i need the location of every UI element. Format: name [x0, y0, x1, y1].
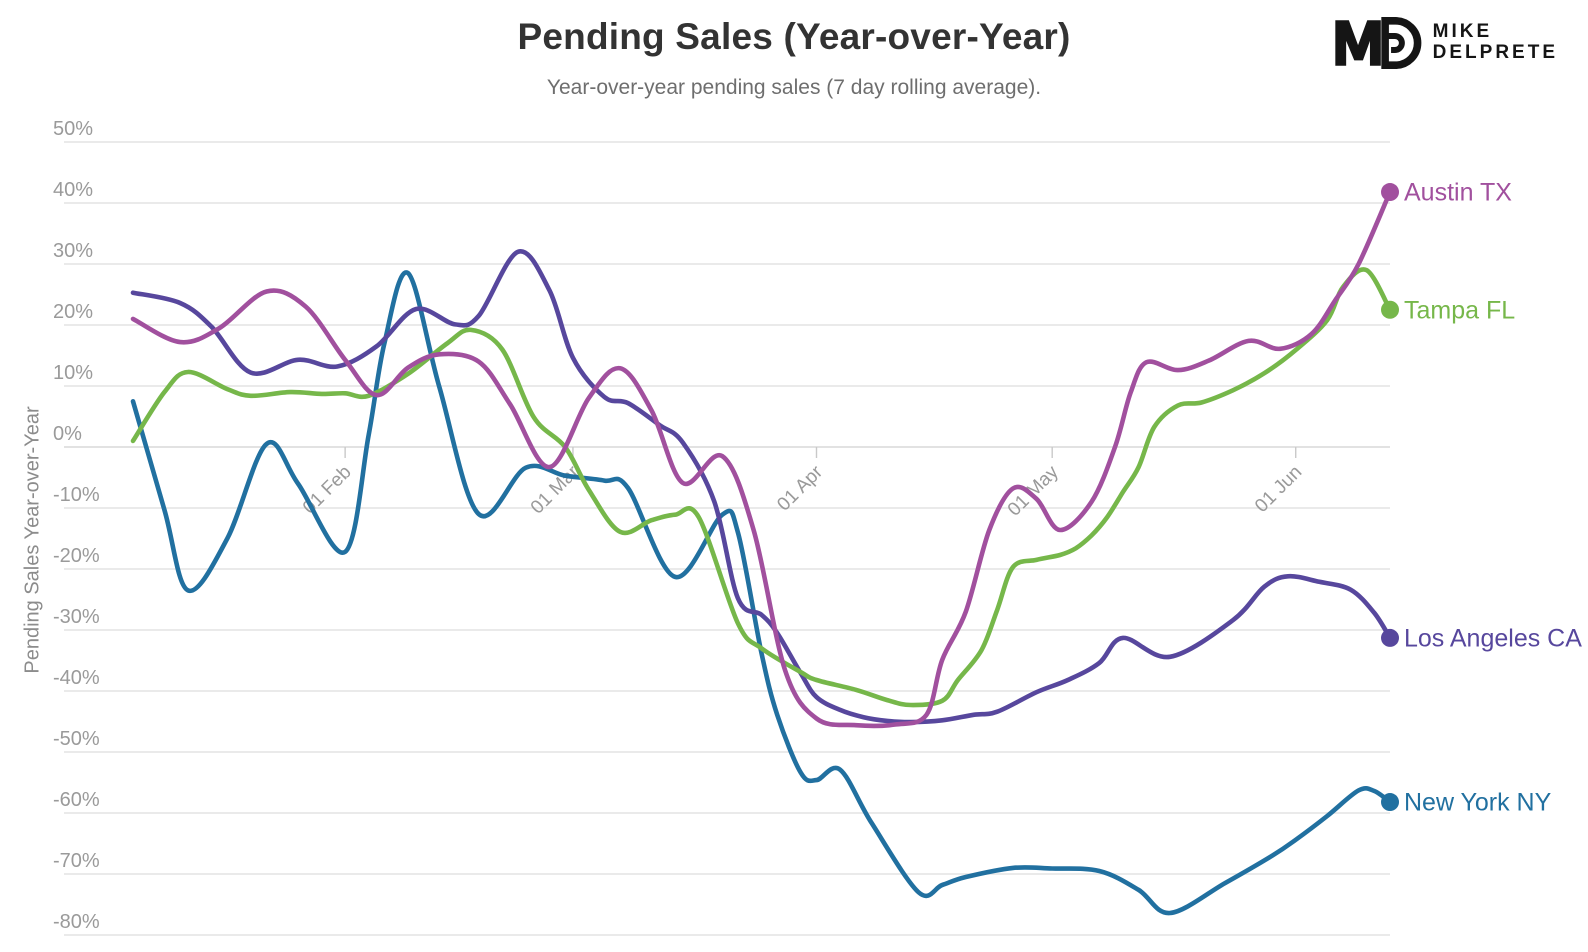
- logo-text: MIKE DELPRETE: [1432, 21, 1558, 64]
- series-line-tampa-fl: [130, 267, 1393, 708]
- series-label-austin-tx: Austin TX: [1404, 179, 1512, 207]
- y-tick-label: 40%: [53, 179, 93, 201]
- y-tick-label: -20%: [53, 545, 100, 567]
- y-tick-label: -70%: [53, 850, 100, 872]
- series-line-los-angeles-ca: [130, 249, 1393, 725]
- series-label-new-york-ny: New York NY: [1404, 789, 1552, 817]
- series-line-austin-tx: [130, 189, 1393, 729]
- y-tick-label: 30%: [53, 240, 93, 262]
- x-tick-label: 01 Feb: [299, 462, 356, 519]
- series-endpoint-austin-tx: [1381, 183, 1400, 202]
- y-tick-label: -40%: [53, 667, 100, 689]
- md-monogram-icon: [1334, 17, 1422, 69]
- series-endpoint-new-york-ny: [1381, 793, 1400, 812]
- series-endpoint-los-angeles-ca: [1381, 628, 1400, 647]
- x-tick-label: 01 Apr: [773, 461, 827, 515]
- chart-title: Pending Sales (Year-over-Year): [517, 16, 1071, 57]
- series-endpoint-tampa-fl: [1381, 300, 1400, 319]
- x-tick-label: 01 Mar: [527, 461, 584, 518]
- y-tick-label: -60%: [53, 789, 100, 811]
- y-tick-label: -10%: [53, 484, 100, 506]
- y-tick-label: 50%: [53, 118, 93, 140]
- y-tick-label: 20%: [53, 301, 93, 323]
- logo-name-line2: DELPRETE: [1432, 42, 1558, 63]
- y-tick-label: -50%: [53, 728, 100, 750]
- y-tick-label: 10%: [53, 362, 93, 384]
- series-line-new-york-ny: [130, 270, 1393, 916]
- chart-subtitle: Year-over-year pending sales (7 day roll…: [546, 76, 1042, 99]
- series-label-tampa-fl: Tampa FL: [1404, 296, 1515, 324]
- y-tick-label: 0%: [53, 423, 82, 445]
- y-tick-label: -30%: [53, 606, 100, 628]
- y-tick-label: -80%: [53, 911, 100, 933]
- series-label-los-angeles-ca: Los Angeles CA: [1404, 624, 1582, 652]
- mike-delprete-logo: MIKE DELPRETE: [1331, 14, 1558, 72]
- logo-name-line1: MIKE: [1432, 21, 1493, 43]
